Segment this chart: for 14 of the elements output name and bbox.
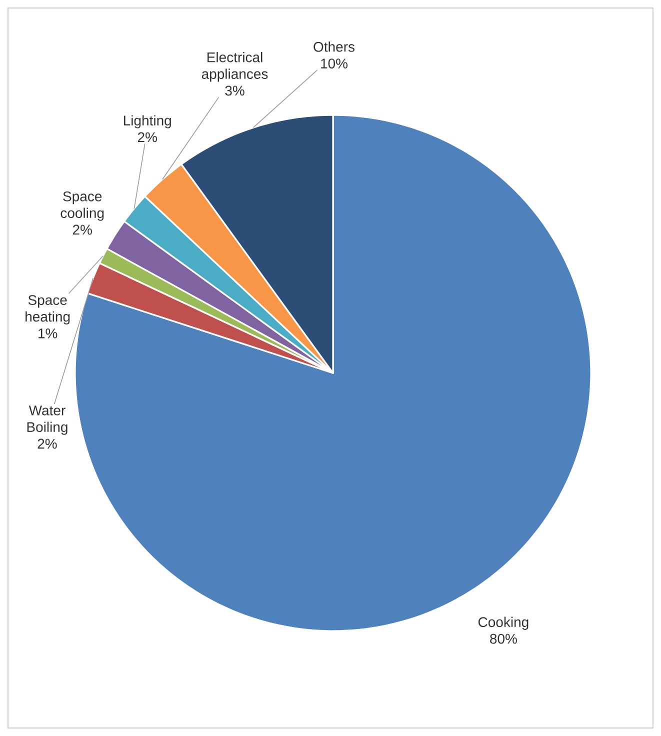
data-label: 1% [38,328,58,338]
slice-label: Others [314,42,355,52]
data-label: 80% [490,634,517,644]
data-label: 3% [225,86,244,96]
data-label: 10% [321,58,348,68]
slice-label: Lighting [124,115,171,128]
slice-label: Space cooling [60,191,104,221]
slice-label: Cooking [478,616,528,630]
data-label: 2% [138,132,157,142]
slice-label: Electrical appliances [202,52,268,82]
slice-label: Space heating [26,295,70,324]
data-label: 2% [72,224,92,235]
slice-label: Water Boiling [27,406,68,435]
data-label: 2% [38,438,57,449]
